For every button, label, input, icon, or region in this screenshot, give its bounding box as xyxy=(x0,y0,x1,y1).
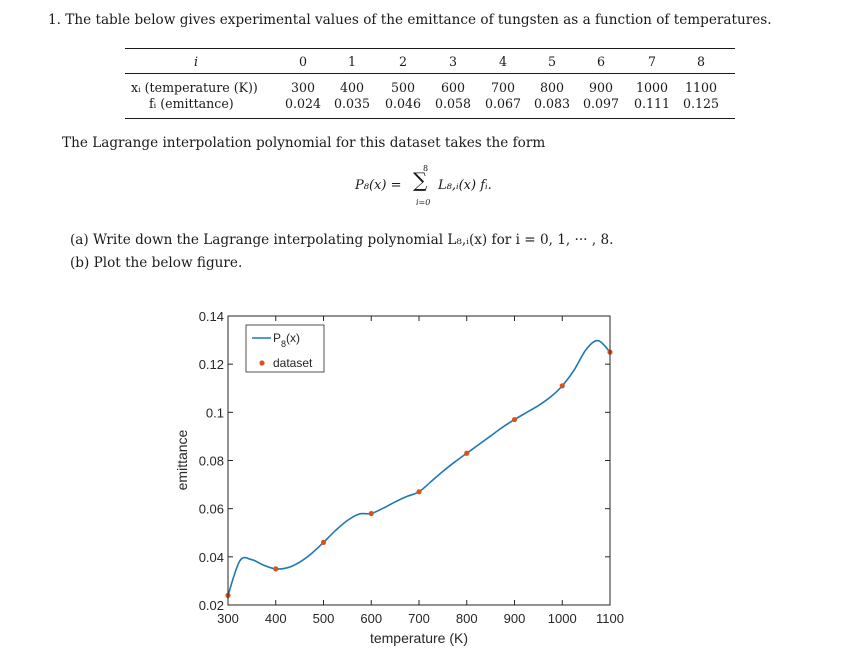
y-axis-label: emittance xyxy=(174,429,190,490)
table-bottom-rule xyxy=(125,118,735,120)
x-tick-label: 300 xyxy=(217,611,239,626)
table-temperature-cell: 400 xyxy=(339,80,365,95)
table-row-label-temperature: xᵢ (temperature (K)) xyxy=(131,80,258,95)
table-temperature-cell: 300 xyxy=(290,80,316,95)
data-point xyxy=(511,416,518,423)
table-top-rule xyxy=(125,48,735,50)
legend-point-swatch xyxy=(259,360,265,366)
table-emittance-cell: 0.035 xyxy=(333,96,371,111)
table-index-cell: 7 xyxy=(647,54,657,69)
legend-curve-name: P xyxy=(273,331,281,345)
problem-statement: 1. The table below gives experimental va… xyxy=(48,12,772,28)
x-tick-label: 1000 xyxy=(548,611,577,626)
legend-box xyxy=(245,324,325,373)
table-index-cell: 2 xyxy=(398,54,408,69)
x-axis-label: temperature (K) xyxy=(370,630,468,646)
table-index-cell: 6 xyxy=(596,54,606,69)
x-tick-label: 1100 xyxy=(596,611,624,626)
table-emittance-cell: 0.046 xyxy=(384,96,422,111)
y-tick-label: 0.04 xyxy=(199,550,224,565)
table-emittance-cell: 0.067 xyxy=(484,96,522,111)
table-temperature-cell: 1100 xyxy=(684,80,718,95)
x-tick-label: 700 xyxy=(408,611,430,626)
legend-curve-subscript: 8 xyxy=(281,339,286,349)
table-mid-rule xyxy=(125,73,735,74)
formula-sum-top: 8 xyxy=(423,164,429,173)
y-tick-label: 0.1 xyxy=(206,405,224,420)
y-tick-label: 0.08 xyxy=(199,454,224,469)
table-index-cell: 5 xyxy=(547,54,557,69)
formula-lhs: P₈(x) = xyxy=(355,178,402,193)
legend-entry-curve: P8(x) xyxy=(273,331,300,349)
data-point xyxy=(368,510,374,517)
table-emittance-cell: 0.097 xyxy=(582,96,620,111)
formula-sum-bottom: i=0 xyxy=(416,198,431,207)
tick-labels: 300 400 500 600 700 800 900 1000 1100 0.02 0.04 0.0… xyxy=(199,309,624,626)
legend-curve-suffix: (x) xyxy=(286,331,300,345)
table-temperature-cell: 1000 xyxy=(635,80,669,95)
table-emittance-cell: 0.111 xyxy=(633,96,671,111)
intro-sentence: The Lagrange interpolation polynomial fo… xyxy=(62,135,546,151)
data-point xyxy=(273,566,279,572)
table-temperature-cell: 800 xyxy=(539,80,565,95)
x-tick-label: 500 xyxy=(313,611,335,626)
formula-rhs: L₈,ᵢ(x) fᵢ. xyxy=(438,178,492,193)
y-tick-label: 0.06 xyxy=(199,502,224,517)
legend: P8(x) dataset xyxy=(245,324,325,373)
x-tick-label: 400 xyxy=(265,611,287,626)
plot-content xyxy=(225,339,613,598)
table-temperature-cell: 700 xyxy=(490,80,516,95)
y-tick-label: 0.02 xyxy=(199,598,224,613)
table-index-cell: 8 xyxy=(696,54,706,69)
y-tick-label: 0.14 xyxy=(199,309,224,324)
table-temperature-cell: 600 xyxy=(440,80,466,95)
table-emittance-cell: 0.083 xyxy=(533,96,571,111)
data-point xyxy=(464,450,470,456)
x-tick-label: 600 xyxy=(360,611,382,626)
x-tick-label: 800 xyxy=(456,611,478,626)
x-tick-label: 900 xyxy=(504,611,526,626)
axis-ticks xyxy=(227,315,611,606)
y-tick-label: 0.12 xyxy=(199,357,224,372)
table-emittance-cell: 0.024 xyxy=(284,96,322,111)
table-emittance-cell: 0.058 xyxy=(434,96,472,111)
table-index-header: i xyxy=(193,54,199,69)
table-index-cell: 3 xyxy=(448,54,458,69)
summation-sign: ∑ xyxy=(413,168,428,192)
data-point xyxy=(416,489,422,495)
part-a: (a) Write down the Lagrange interpolatin… xyxy=(70,232,614,248)
series-line-p8 xyxy=(227,339,611,596)
table-emittance-cell: 0.125 xyxy=(682,96,720,111)
table-index-cell: 4 xyxy=(498,54,508,69)
data-point xyxy=(320,539,327,545)
table-index-cell: 1 xyxy=(347,54,357,69)
table-index-cell: 0 xyxy=(298,54,308,69)
table-temperature-cell: 900 xyxy=(588,80,614,95)
data-point xyxy=(559,383,565,389)
table-temperature-cell: 500 xyxy=(390,80,416,95)
part-b: (b) Plot the below figure. xyxy=(70,255,243,271)
table-row-label-emittance: fᵢ (emittance) xyxy=(149,96,234,111)
legend-entry-dataset: dataset xyxy=(273,356,313,370)
